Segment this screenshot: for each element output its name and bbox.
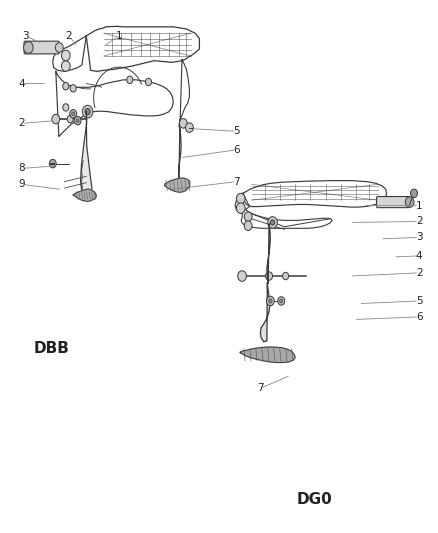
Text: 3: 3 bbox=[416, 232, 423, 243]
Circle shape bbox=[283, 272, 289, 280]
Polygon shape bbox=[165, 178, 190, 192]
Text: 2: 2 bbox=[416, 268, 423, 278]
Circle shape bbox=[127, 76, 133, 84]
Text: 2: 2 bbox=[66, 31, 72, 41]
Text: 5: 5 bbox=[233, 126, 240, 136]
Text: 4: 4 bbox=[18, 78, 25, 88]
Circle shape bbox=[268, 216, 277, 228]
Circle shape bbox=[410, 189, 417, 198]
Circle shape bbox=[265, 272, 272, 280]
Circle shape bbox=[145, 78, 152, 86]
Text: 9: 9 bbox=[18, 179, 25, 189]
Text: 2: 2 bbox=[18, 118, 25, 128]
Circle shape bbox=[61, 50, 70, 61]
Circle shape bbox=[268, 299, 272, 303]
Circle shape bbox=[405, 197, 414, 207]
Circle shape bbox=[237, 193, 245, 204]
Circle shape bbox=[52, 114, 60, 124]
Circle shape bbox=[180, 118, 187, 128]
Polygon shape bbox=[73, 189, 96, 201]
Circle shape bbox=[238, 271, 247, 281]
Circle shape bbox=[70, 110, 77, 118]
Text: 2: 2 bbox=[416, 216, 423, 227]
Text: 7: 7 bbox=[233, 176, 240, 187]
Circle shape bbox=[266, 296, 274, 306]
Text: DG0: DG0 bbox=[297, 492, 332, 507]
Polygon shape bbox=[179, 128, 181, 179]
Circle shape bbox=[244, 212, 252, 221]
Circle shape bbox=[244, 221, 252, 230]
Polygon shape bbox=[267, 224, 270, 284]
Text: 5: 5 bbox=[416, 296, 423, 306]
Circle shape bbox=[74, 116, 81, 125]
Text: 7: 7 bbox=[257, 383, 264, 393]
Circle shape bbox=[270, 220, 275, 225]
Polygon shape bbox=[81, 112, 92, 199]
Text: 1: 1 bbox=[116, 31, 122, 41]
Circle shape bbox=[61, 61, 70, 71]
Polygon shape bbox=[240, 347, 295, 362]
Text: 6: 6 bbox=[416, 312, 423, 322]
Circle shape bbox=[85, 109, 90, 115]
FancyBboxPatch shape bbox=[24, 41, 59, 54]
Circle shape bbox=[76, 119, 79, 123]
Text: 8: 8 bbox=[18, 164, 25, 173]
Text: DBB: DBB bbox=[33, 341, 69, 356]
Circle shape bbox=[278, 297, 285, 305]
Polygon shape bbox=[260, 284, 270, 342]
Text: 6: 6 bbox=[233, 145, 240, 155]
Circle shape bbox=[67, 115, 73, 123]
Circle shape bbox=[49, 159, 56, 168]
Circle shape bbox=[63, 104, 69, 111]
Circle shape bbox=[63, 83, 69, 90]
FancyBboxPatch shape bbox=[377, 197, 410, 208]
Circle shape bbox=[70, 85, 76, 92]
Circle shape bbox=[72, 112, 75, 116]
Circle shape bbox=[280, 299, 283, 303]
Circle shape bbox=[237, 203, 245, 214]
Text: 3: 3 bbox=[22, 31, 28, 41]
Text: 4: 4 bbox=[416, 251, 423, 261]
Circle shape bbox=[24, 42, 33, 53]
Circle shape bbox=[82, 106, 93, 118]
Circle shape bbox=[185, 123, 193, 132]
Circle shape bbox=[55, 43, 63, 52]
Text: 1: 1 bbox=[416, 200, 423, 211]
